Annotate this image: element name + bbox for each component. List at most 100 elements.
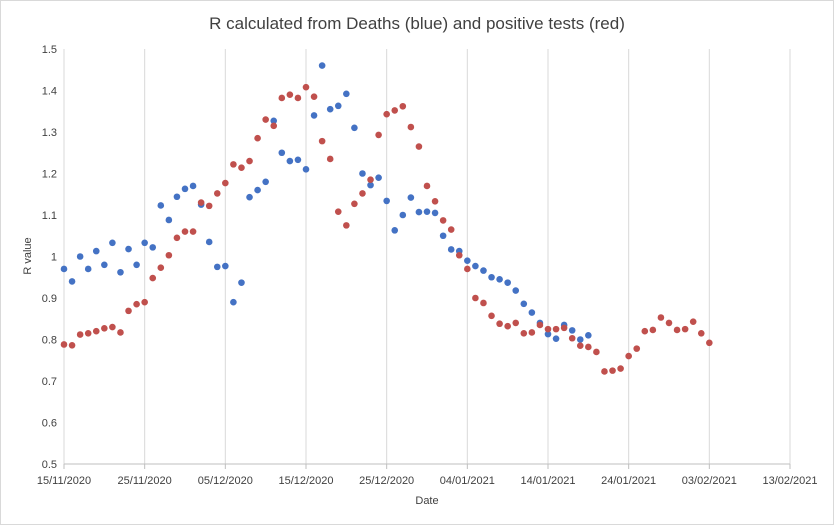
data-point (326, 155, 334, 163)
data-point (173, 193, 181, 201)
data-point (213, 263, 221, 271)
data-point (415, 143, 423, 150)
data-point (544, 325, 552, 333)
data-point (641, 327, 649, 335)
data-point (286, 91, 294, 98)
data-point (157, 264, 165, 272)
data-point (68, 278, 76, 285)
y-tick-label: 0.7 (42, 376, 57, 388)
y-tick-label: 1.1 (42, 210, 57, 222)
data-point (480, 299, 487, 307)
data-point (189, 228, 197, 235)
data-point (181, 228, 189, 235)
data-point (367, 181, 374, 189)
data-point (423, 182, 431, 190)
data-point (173, 234, 181, 242)
y-tick-label: 1.5 (42, 44, 57, 56)
data-point (649, 326, 657, 334)
data-point (697, 329, 705, 337)
data-point (488, 312, 495, 320)
data-point (633, 345, 641, 352)
data-point (310, 112, 318, 119)
data-point (568, 334, 576, 342)
data-point (439, 217, 447, 224)
data-point (464, 257, 471, 264)
data-point (76, 331, 84, 338)
data-point (593, 348, 600, 356)
data-point (689, 318, 697, 325)
data-point (472, 262, 479, 270)
x-tick-label: 24/01/2021 (601, 475, 656, 487)
data-point (431, 198, 439, 205)
data-point (560, 324, 568, 332)
data-point (262, 178, 269, 186)
data-point (246, 157, 253, 165)
y-tick-label: 1.2 (42, 169, 57, 181)
data-point (447, 226, 455, 233)
data-point (383, 110, 390, 118)
data-point (84, 329, 92, 337)
data-point (133, 300, 140, 308)
data-point (544, 330, 552, 338)
x-axis-ticks: 15/11/2020 25/11/2020 05/12/2020 15/12/2020… (37, 475, 818, 487)
data-point (165, 216, 173, 224)
data-point (310, 93, 318, 101)
data-point (407, 194, 415, 201)
data-point (318, 137, 326, 145)
data-point (520, 329, 528, 337)
data-point (222, 262, 229, 270)
data-point (681, 325, 689, 333)
data-point (197, 199, 205, 206)
data-point (92, 247, 100, 255)
data-point (60, 265, 68, 273)
data-point (318, 62, 326, 69)
data-point (657, 314, 665, 321)
data-point (133, 261, 140, 269)
x-tick-label: 15/11/2020 (37, 475, 91, 487)
x-tick-label: 13/02/2021 (762, 475, 817, 487)
data-point (576, 342, 584, 350)
data-point (149, 244, 157, 251)
data-point (504, 322, 511, 330)
data-point (455, 251, 463, 259)
data-point (84, 265, 92, 273)
data-point (585, 332, 592, 339)
data-point (609, 367, 616, 374)
data-point (157, 202, 165, 209)
data-point (109, 239, 116, 247)
data-point (512, 287, 520, 294)
data-point (254, 186, 261, 194)
data-point (125, 307, 132, 315)
y-axis-title: R value (22, 237, 34, 274)
data-point (488, 273, 495, 281)
data-point (375, 174, 382, 181)
data-point (665, 319, 673, 327)
data-point (302, 166, 310, 173)
data-point (334, 208, 342, 215)
data-point (181, 185, 189, 193)
y-tick-label: 1.3 (42, 127, 57, 139)
x-tick-label: 15/12/2020 (278, 475, 333, 487)
data-point (407, 123, 415, 131)
data-point (536, 321, 544, 329)
data-point (464, 265, 471, 273)
data-point (302, 83, 310, 91)
data-point (528, 309, 536, 316)
data-point (109, 323, 116, 331)
data-point (270, 122, 278, 130)
y-tick-label: 0.9 (42, 293, 57, 305)
data-point (205, 202, 213, 210)
data-point (125, 245, 132, 253)
data-point (359, 190, 366, 197)
x-tick-label: 25/11/2020 (118, 475, 172, 487)
data-point (568, 327, 576, 334)
data-point (625, 352, 632, 360)
data-point (141, 298, 148, 306)
data-point (673, 326, 681, 334)
data-point (601, 368, 608, 375)
data-point (189, 182, 197, 190)
data-point (504, 279, 511, 286)
data-point (520, 300, 528, 308)
